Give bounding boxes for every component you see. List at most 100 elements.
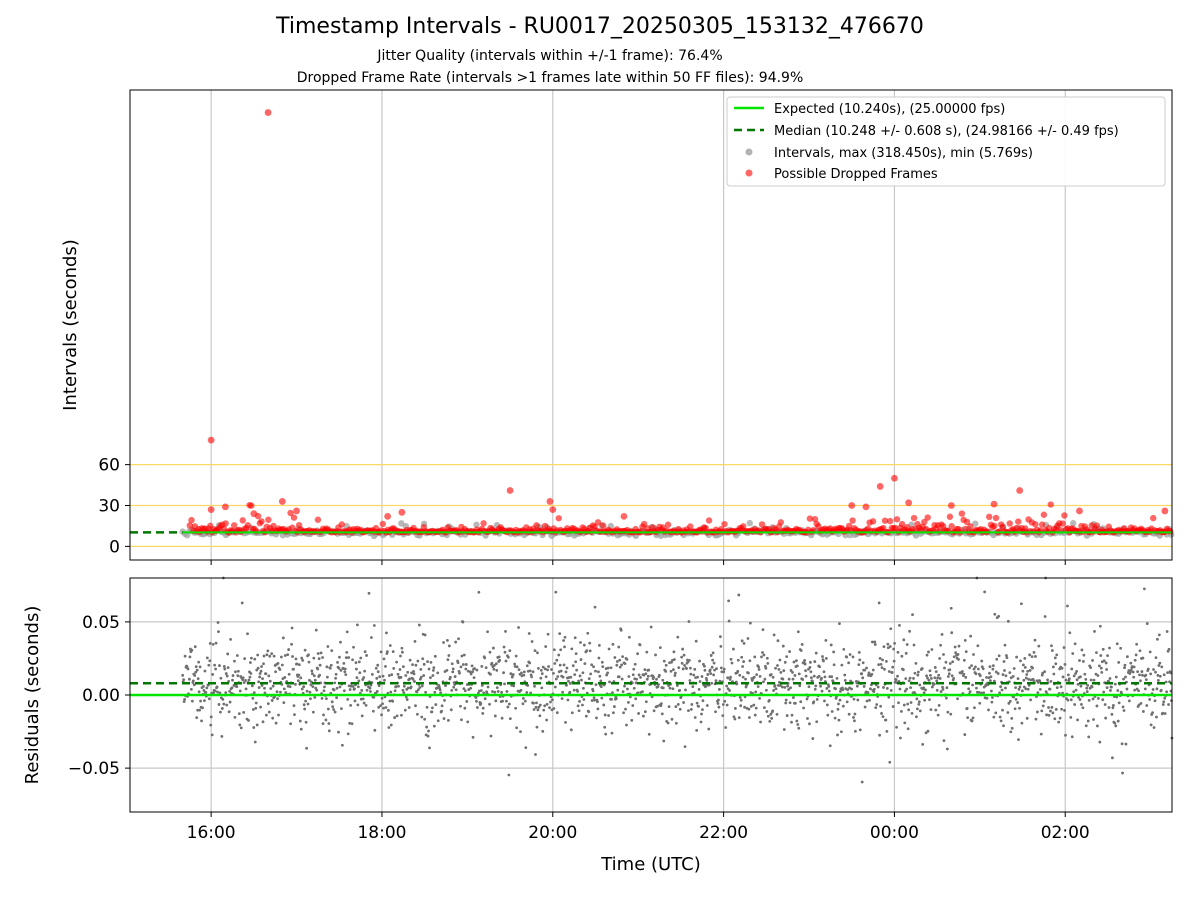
residual-point <box>1119 646 1123 650</box>
residual-point <box>218 664 221 667</box>
residual-point <box>637 712 640 715</box>
residual-point <box>316 667 320 671</box>
residual-point <box>379 650 383 654</box>
residual-point <box>537 705 541 709</box>
residual-point <box>896 674 899 678</box>
residual-point <box>884 718 888 722</box>
residual-point <box>796 723 800 726</box>
residuals-y-tick-label-0: 0.05 <box>82 613 120 633</box>
residual-point <box>281 636 285 640</box>
residual-point <box>217 703 221 706</box>
residual-point <box>307 660 311 664</box>
residual-point <box>747 707 751 711</box>
residual-point <box>192 683 196 687</box>
intervals-y-tick-label-2: 60 <box>98 456 120 476</box>
residual-point <box>401 650 404 654</box>
residual-point <box>390 673 394 677</box>
residual-point <box>929 708 933 712</box>
residual-point <box>360 689 364 692</box>
dropped-point <box>253 528 260 535</box>
residual-point <box>1050 644 1053 648</box>
residual-point <box>797 672 801 676</box>
residual-point <box>876 685 880 689</box>
residual-point <box>843 673 847 677</box>
residual-point <box>347 656 351 659</box>
residual-point <box>400 713 403 717</box>
residual-point <box>852 697 856 701</box>
residual-point <box>550 708 554 712</box>
residual-point <box>1110 685 1113 689</box>
residual-point <box>247 719 250 722</box>
residual-point <box>765 710 769 713</box>
residual-point <box>769 673 773 676</box>
residual-point <box>1098 740 1102 744</box>
residual-point <box>603 713 607 717</box>
residual-point <box>534 753 537 756</box>
residual-point <box>783 660 787 664</box>
residual-point <box>1158 661 1162 665</box>
residual-point <box>1107 706 1111 709</box>
residual-point <box>276 697 279 701</box>
residual-point <box>942 739 946 743</box>
residual-point <box>983 590 987 594</box>
residual-point <box>1014 697 1018 701</box>
residual-point <box>1064 678 1068 682</box>
residual-point <box>586 631 590 635</box>
residual-point <box>1086 683 1090 687</box>
residual-point <box>424 690 428 694</box>
residual-point <box>803 659 806 662</box>
residual-point <box>701 708 704 712</box>
residual-point <box>956 697 959 701</box>
residual-point <box>1022 678 1026 682</box>
residual-point <box>251 708 255 711</box>
residual-point <box>1070 735 1074 739</box>
residual-point <box>660 712 664 716</box>
residual-point <box>545 718 549 722</box>
residual-point <box>190 648 194 652</box>
residual-point <box>1110 712 1114 716</box>
residuals-y-tick-label-2: −0.05 <box>68 759 120 779</box>
residual-point <box>266 649 270 653</box>
residual-point <box>1051 711 1055 715</box>
residual-point <box>535 701 538 705</box>
residual-point <box>396 672 400 676</box>
dropped-point <box>258 518 265 525</box>
residual-point <box>300 687 304 691</box>
residual-point <box>373 728 377 732</box>
residual-point <box>636 652 640 656</box>
residual-point <box>509 672 513 676</box>
residual-point <box>688 666 692 670</box>
residual-point <box>299 727 303 731</box>
residual-point <box>298 719 302 723</box>
residual-point <box>393 689 397 693</box>
residual-point <box>191 679 195 683</box>
residual-point <box>1093 630 1096 633</box>
residual-point <box>739 704 743 708</box>
residual-point <box>910 711 914 715</box>
residual-point <box>311 685 315 689</box>
legend-intervals-label: Intervals, max (318.450s), min (5.769s) <box>774 146 1033 161</box>
residual-point <box>963 733 967 736</box>
residual-point <box>355 667 358 671</box>
residual-point <box>942 653 945 656</box>
residual-point <box>228 700 232 704</box>
residual-point <box>308 690 312 694</box>
residual-point <box>393 716 397 719</box>
residual-point <box>574 660 578 664</box>
residual-point <box>567 679 570 683</box>
residual-point <box>1103 703 1107 706</box>
residual-point <box>639 675 642 679</box>
dropped-outlier-2 <box>207 506 215 513</box>
residual-point <box>514 654 518 658</box>
residual-point <box>262 654 266 658</box>
residual-point <box>927 678 931 682</box>
residual-point <box>644 700 648 704</box>
residual-point <box>476 706 479 709</box>
dropped-outlier-18 <box>947 502 955 509</box>
residual-point <box>404 674 408 677</box>
residual-point <box>355 623 359 627</box>
residual-point <box>330 649 334 653</box>
residual-point <box>1018 706 1021 710</box>
